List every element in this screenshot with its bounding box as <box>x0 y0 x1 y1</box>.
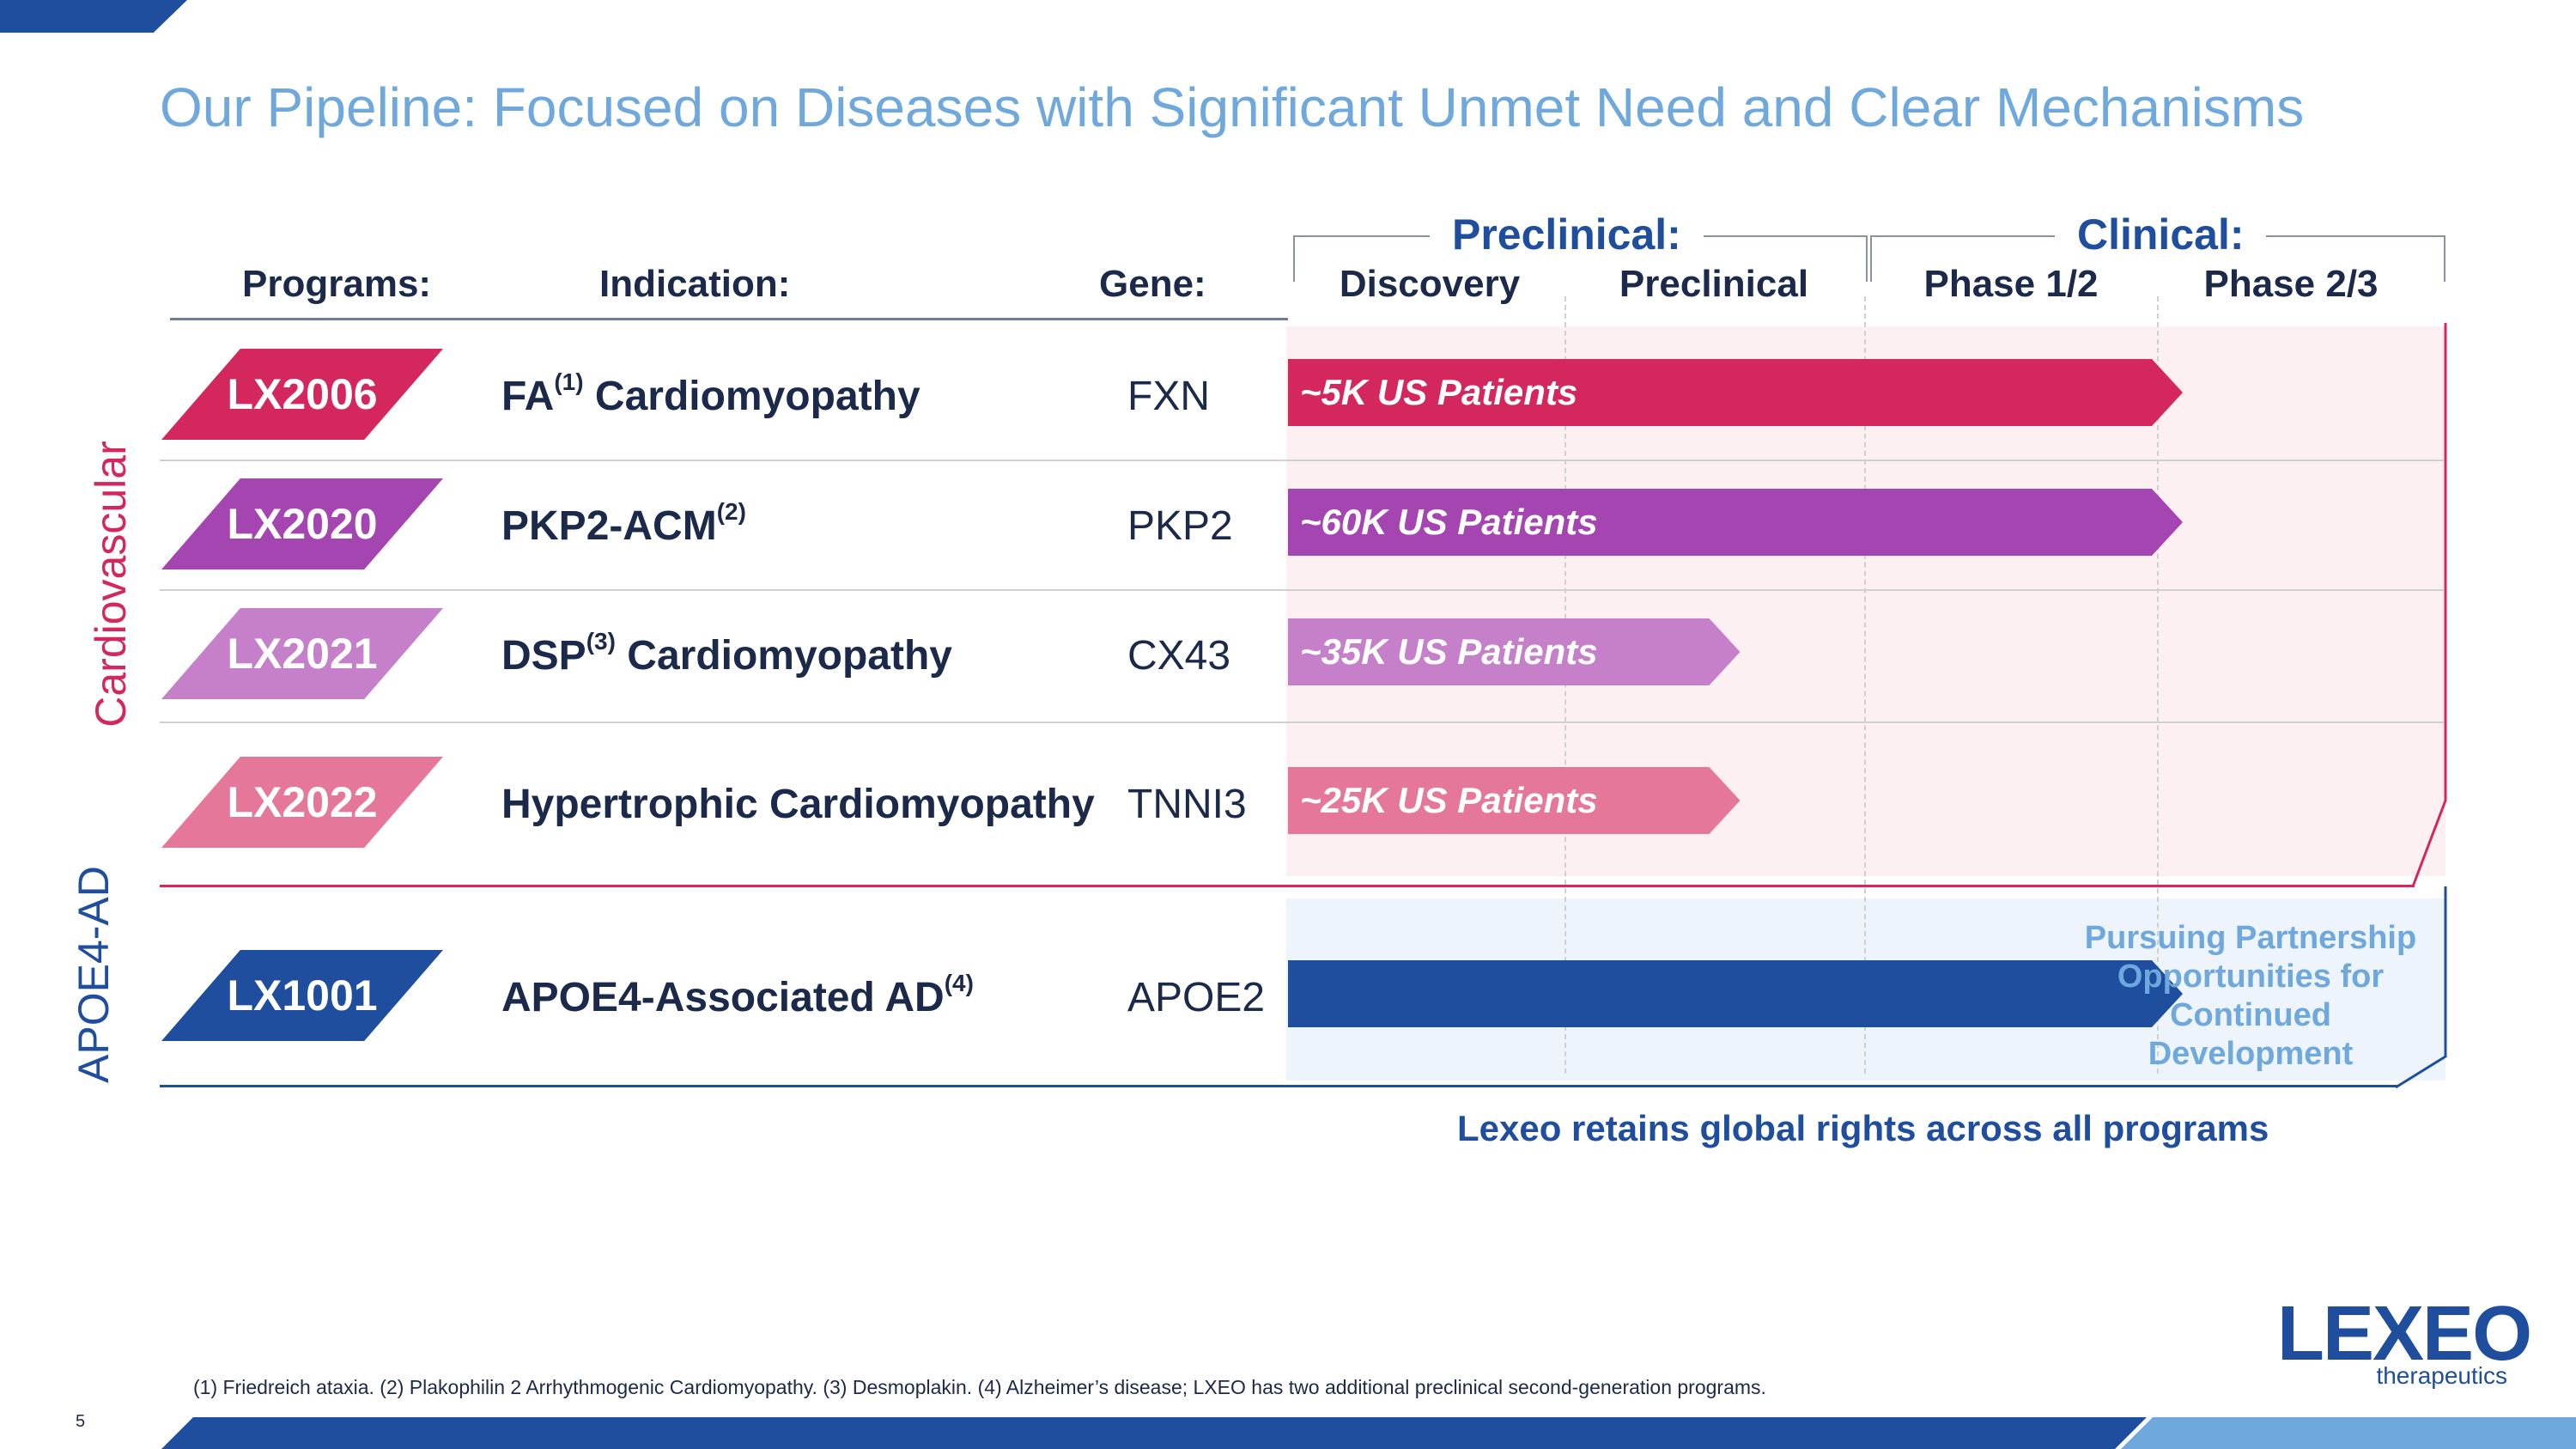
header-underline <box>170 318 1288 320</box>
progress-bar: ~5K US Patients <box>1288 359 2183 426</box>
gene: PKP2 <box>1127 503 1233 549</box>
category-apoe4: APOE4-AD <box>70 866 118 1083</box>
indication: DSP(3) Cardiomyopathy <box>501 628 952 679</box>
indication-text: PKP2-ACM <box>501 503 717 549</box>
patient-count: ~5K US Patients <box>1300 372 1578 412</box>
column-header-programs: Programs: <box>242 263 432 305</box>
partnership-note: Pursuing Partnership Opportunities for C… <box>2084 920 2417 1072</box>
apoe-bottom-rule <box>160 1085 2397 1087</box>
progress-bar: ~25K US Patients <box>1288 767 1741 834</box>
indication: PKP2-ACM(2) <box>501 498 746 550</box>
indication-text-rest: Cardiomyopathy <box>583 374 920 419</box>
program-tag: LX1001 <box>161 950 443 1041</box>
cardio-bracket <box>2411 323 2447 887</box>
column-header-gene: Gene: <box>1099 263 1206 305</box>
lexeo-logo: LEXEO therapeutics <box>2277 1295 2532 1390</box>
apoe-bracket <box>2395 886 2447 1089</box>
footnote-ref: (3) <box>586 628 616 654</box>
program-tag: LX2021 <box>161 608 443 699</box>
phase-header-discovery: Discovery <box>1339 263 1521 305</box>
indication: FA(1) Cardiomyopathy <box>501 368 920 420</box>
indication-text: FA <box>501 374 555 419</box>
stage-group-clinical: Clinical: <box>2055 210 2267 259</box>
progress-bar <box>1288 960 2183 1027</box>
gene: FXN <box>1127 374 1210 419</box>
page-number: 5 <box>76 1412 86 1431</box>
logo-wordmark: LEXEO <box>2277 1291 2532 1377</box>
gene: TNNI3 <box>1127 782 1247 827</box>
patient-count: ~60K US Patients <box>1300 502 1598 542</box>
row-separator <box>160 460 2444 461</box>
indication: APOE4-Associated AD(4) <box>501 970 974 1021</box>
bottom-bar-light <box>2121 1417 2576 1449</box>
indication-text-rest: Cardiomyopathy <box>615 633 952 679</box>
progress-bar: ~60K US Patients <box>1288 489 2183 556</box>
program-tag: LX2006 <box>161 349 443 440</box>
top-accent-bar <box>0 0 187 33</box>
gene: APOE2 <box>1127 975 1266 1020</box>
bottom-bar-navy <box>161 1417 2147 1449</box>
indication-text: DSP <box>501 633 586 679</box>
indication: Hypertrophic Cardiomyopathy <box>501 781 1095 828</box>
program-tag: LX2020 <box>161 478 443 569</box>
logo-subtitle: therapeutics <box>2376 1362 2507 1389</box>
indication-text: Hypertrophic Cardiomyopathy <box>501 782 1095 827</box>
phase-header-phase-2-3: Phase 2/3 <box>2203 263 2379 305</box>
footnote: (1) Friedreich ataxia. (2) Plakophilin 2… <box>193 1376 1766 1398</box>
page-title: Our Pipeline: Focused on Diseases with S… <box>160 76 2305 138</box>
indication-text: APOE4-Associated AD <box>501 975 945 1020</box>
phase-header-phase-1-2: Phase 1/2 <box>1923 263 2099 305</box>
gene: CX43 <box>1127 633 1231 679</box>
footnote-ref: (4) <box>944 970 974 996</box>
progress-bar: ~35K US Patients <box>1288 618 1741 685</box>
stage-group-preclinical: Preclinical: <box>1430 210 1704 259</box>
cardio-bottom-rule <box>160 885 2415 887</box>
row-separator <box>160 589 2444 591</box>
phase-header-preclinical: Preclinical <box>1619 263 1809 305</box>
column-header-indication: Indication: <box>599 263 791 305</box>
category-cardiovascular: Cardiovascular <box>87 441 135 728</box>
footnote-ref: (2) <box>716 498 746 525</box>
phase-divider <box>2157 296 2159 1074</box>
patient-count: ~25K US Patients <box>1300 780 1598 820</box>
phase-divider <box>1864 296 1866 1074</box>
program-tag: LX2022 <box>161 757 443 848</box>
footnote-ref: (1) <box>554 368 584 395</box>
rights-note: Lexeo retains global rights across all p… <box>1457 1108 2269 1148</box>
row-separator <box>160 721 2444 723</box>
patient-count: ~35K US Patients <box>1300 631 1598 672</box>
